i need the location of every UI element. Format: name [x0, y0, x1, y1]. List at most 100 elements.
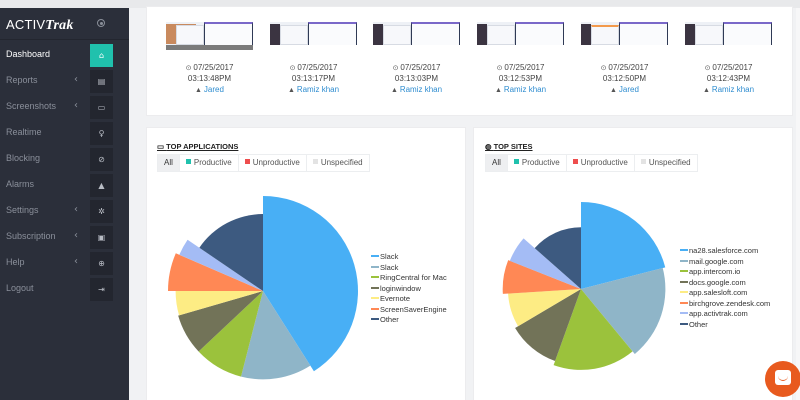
pie-slice-docs-google-com[interactable] [515, 289, 581, 362]
user-icon: ▲ [390, 87, 400, 94]
legend-swatch [371, 265, 379, 268]
pie-slice-app-salesloft-com[interactable] [508, 289, 581, 327]
sidebar-item-settings[interactable]: Settings ‹ ✲ [0, 199, 129, 225]
thumb-part [270, 45, 357, 50]
screenshot-date: ⊙ 07/25/2017 [685, 62, 772, 74]
legend-item[interactable]: Slack [371, 252, 447, 263]
pie-slice-slack[interactable] [263, 196, 358, 372]
date-text: 07/25/2017 [193, 63, 234, 72]
screenshot-user[interactable]: ▲ Ramiz khan [373, 84, 460, 96]
legend-item[interactable]: loginwindow [371, 284, 447, 295]
sidebar-item-alarms[interactable]: Alarms ▲ [0, 173, 129, 199]
sidebar-item-subscription[interactable]: Subscription ‹ ▣ [0, 225, 129, 251]
user-link[interactable]: Jared [618, 85, 639, 94]
pie-slice-unlabeled[interactable] [179, 239, 263, 291]
screenshot-date: ⊙ 07/25/2017 [373, 62, 460, 74]
screenshot-thumbnail[interactable] [166, 22, 253, 50]
filter-unspecified[interactable]: Unspecified [307, 155, 369, 171]
screenshot-user[interactable]: ▲ Ramiz khan [270, 84, 357, 96]
sidebar-item-screenshots[interactable]: Screenshots ‹ ▭ [0, 95, 129, 121]
screenshot-thumbnail[interactable] [373, 22, 460, 50]
page-scroll-track[interactable] [796, 8, 800, 400]
legend-item[interactable]: Other [680, 320, 770, 331]
clock-icon: ⊙ [600, 65, 609, 72]
unspecified-swatch [640, 159, 646, 164]
filter-productive[interactable]: Productive [508, 155, 567, 171]
thumb-part [166, 45, 253, 50]
legend-item[interactable]: app.activtrak.com [680, 309, 770, 320]
filter-all[interactable]: All [158, 155, 180, 171]
sidebar-toggle-icon[interactable] [97, 19, 105, 27]
pie-slice-birchgrove-zendesk-com[interactable] [502, 260, 581, 294]
legend-item[interactable]: ScreenSaverEngine [371, 305, 447, 316]
unproductive-swatch [244, 159, 250, 164]
filter-unproductive[interactable]: Unproductive [567, 155, 635, 171]
sidebar-item-help[interactable]: Help ‹ ⊕ [0, 251, 129, 277]
legend-item[interactable]: mail.google.com [680, 257, 770, 268]
screenshot-thumbnail[interactable] [477, 22, 564, 50]
user-icon: ▲ [195, 87, 204, 94]
pie-slice-na28-salesforce-com[interactable] [581, 202, 666, 289]
legend-swatch [371, 307, 379, 310]
legend-item[interactable]: Slack [371, 263, 447, 274]
thumb-part [383, 25, 411, 45]
pie-slice-slack[interactable] [241, 291, 311, 380]
legend-label: loginwindow [380, 283, 421, 293]
thumb-part [685, 24, 695, 45]
filter-all[interactable]: All [486, 155, 508, 171]
screenshot-user[interactable]: ▲ Jared [581, 84, 668, 96]
filter-productive[interactable]: Productive [180, 155, 239, 171]
pie-slice-screensaverengine[interactable] [168, 253, 263, 291]
pie-slice-other[interactable] [199, 214, 263, 291]
user-link[interactable]: Ramiz khan [711, 85, 755, 94]
legend-item[interactable]: app.intercom.io [680, 267, 770, 278]
legend-item[interactable]: app.salesloft.com [680, 288, 770, 299]
user-link[interactable]: Jared [203, 85, 224, 94]
legend-swatch [371, 297, 379, 299]
legend-item[interactable]: Other [371, 315, 447, 326]
legend-item[interactable]: Evernote [371, 294, 447, 305]
screenshot-time: 03:12:53PM [498, 74, 543, 83]
sidebar-item-logout[interactable]: Logout ⇥ [0, 277, 129, 303]
legend-item[interactable]: docs.google.com [680, 278, 770, 289]
screenshot-thumbnail[interactable] [581, 22, 668, 50]
top-applications-title[interactable]: ▭ TOP APPLICATIONS [157, 142, 238, 151]
screenshot-user[interactable]: ▲ Jared [166, 84, 253, 96]
screenshot-thumbnail[interactable] [270, 22, 357, 50]
filter-unspecified[interactable]: Unspecified [635, 155, 697, 171]
chat-launcher-button[interactable] [765, 361, 800, 397]
legend-swatch [371, 276, 379, 278]
top-sites-title[interactable]: ◍ TOP SITES [485, 142, 533, 151]
user-link[interactable]: Ramiz khan [399, 85, 443, 94]
screenshot-time: 03:12:50PM [602, 74, 647, 83]
filter-unproductive-label: Unproductive [252, 158, 300, 167]
pie-slice-mail-google-com[interactable] [581, 268, 666, 355]
screenshot-user[interactable]: ▲ Ramiz khan [477, 84, 564, 96]
pie-slice-loginwindow[interactable] [178, 291, 263, 352]
sidebar-item-blocking[interactable]: Blocking ⊘ [0, 147, 129, 173]
legend-label: docs.google.com [689, 277, 746, 287]
screenshot-thumbnail[interactable] [685, 22, 772, 50]
sidebar-item-dashboard[interactable]: Dashboard ⌂ [0, 43, 129, 69]
screenshot-user[interactable]: ▲ Ramiz khan [685, 84, 772, 96]
thumb-part [477, 45, 564, 50]
pie-slice-app-intercom-io[interactable] [553, 289, 633, 370]
logo[interactable]: ACTIVTrak [6, 17, 74, 34]
filter-unproductive[interactable]: Unproductive [239, 155, 307, 171]
pie-slice-app-activtrak-com[interactable] [509, 238, 581, 289]
sidebar-item-reports[interactable]: Reports ‹ ▤ [0, 69, 129, 95]
user-link[interactable]: Ramiz khan [296, 85, 340, 94]
pie-slice-evernote[interactable] [175, 291, 263, 316]
screenshot-date: ⊙ 07/25/2017 [166, 62, 253, 74]
thumb-part [685, 45, 772, 50]
pie-slice-ringcentral-for-mac[interactable] [198, 291, 263, 377]
globe-icon: ◍ [485, 142, 494, 151]
legend-label: Slack [380, 252, 399, 261]
user-icon: ▲ [494, 87, 504, 94]
sidebar-item-realtime[interactable]: Realtime ♀ [0, 121, 129, 147]
legend-item[interactable]: birchgrove.zendesk.com [680, 299, 770, 310]
pie-slice-other[interactable] [534, 227, 581, 289]
user-link[interactable]: Ramiz khan [503, 85, 547, 94]
legend-item[interactable]: RingCentral for Mac [371, 273, 447, 284]
legend-item[interactable]: na28.salesforce.com [680, 246, 770, 257]
